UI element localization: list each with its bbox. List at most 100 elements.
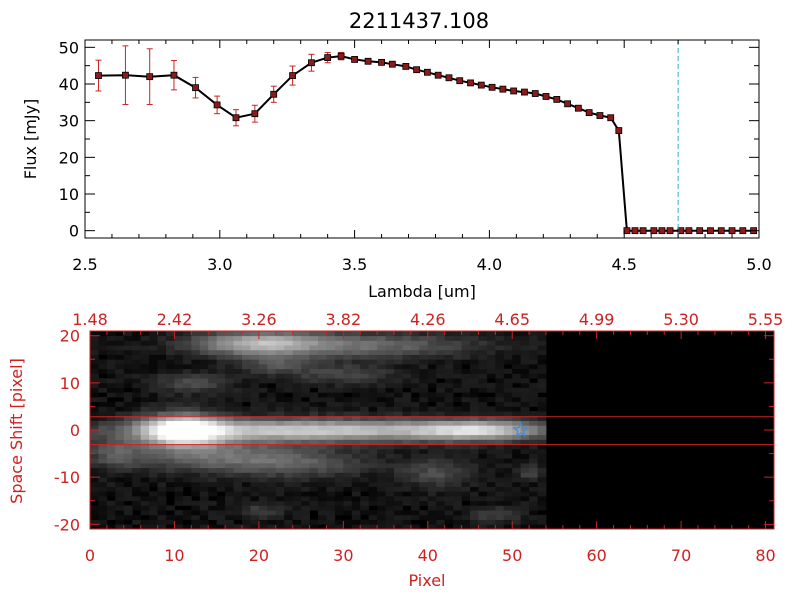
image-pixel	[427, 496, 437, 502]
image-pixel	[334, 496, 344, 502]
image-pixel	[301, 359, 310, 365]
image-pixel	[503, 420, 513, 426]
image-pixel	[216, 519, 226, 525]
image-pixel	[250, 364, 260, 370]
image-pixel	[326, 486, 336, 492]
image-pixel	[343, 477, 353, 483]
image-pixel	[123, 401, 133, 407]
image-pixel	[157, 477, 167, 483]
data-point	[146, 73, 154, 81]
image-pixel	[191, 463, 201, 469]
image-pixel	[461, 373, 471, 379]
image-pixel	[157, 448, 167, 454]
image-pixel	[470, 458, 479, 464]
image-pixel	[267, 481, 277, 487]
data-point	[739, 227, 747, 235]
image-pixel	[495, 505, 505, 511]
image-pixel	[470, 359, 479, 365]
image-pixel	[453, 340, 462, 346]
image-pixel	[292, 505, 302, 511]
image-pixel	[461, 415, 471, 421]
image-pixel	[318, 505, 327, 511]
image-pixel	[292, 340, 302, 346]
image-pixel	[258, 368, 268, 374]
image-pixel	[292, 524, 302, 530]
image-pixel	[360, 444, 370, 450]
star-marker	[512, 421, 529, 438]
image-pixel	[537, 378, 547, 384]
image-pixel	[410, 439, 420, 445]
image-pixel	[157, 425, 167, 431]
image-pixel	[334, 392, 344, 398]
image-pixel	[191, 425, 201, 431]
image-pixel	[258, 472, 268, 478]
image-pixel	[394, 420, 403, 426]
image-pixel	[326, 444, 336, 450]
image-pixel	[394, 486, 403, 492]
image-pixel	[318, 335, 327, 341]
image-pixel	[377, 373, 386, 379]
image-pixel	[149, 425, 158, 431]
image-pixel	[275, 519, 285, 525]
image-pixel	[495, 458, 505, 464]
image-pixel	[233, 444, 243, 450]
image-pixel	[98, 406, 108, 412]
image-pixel	[98, 378, 108, 384]
image-pixel	[225, 387, 234, 393]
image-pixel	[351, 481, 361, 487]
image-pixel	[503, 401, 513, 407]
image-pixel	[157, 415, 167, 421]
image-pixel	[385, 368, 395, 374]
image-pixel	[512, 463, 522, 469]
image-pixel	[115, 467, 125, 473]
image-pixel	[402, 491, 412, 497]
image-pixel	[385, 524, 395, 530]
image-pixel	[258, 364, 268, 370]
image-pixel	[199, 368, 209, 374]
image-pixel	[453, 364, 462, 370]
image-pixel	[343, 335, 353, 341]
image-pixel	[360, 486, 370, 492]
image-pixel	[309, 411, 319, 417]
image-pixel	[537, 349, 547, 355]
image-pixel	[199, 411, 209, 417]
image-pixel	[199, 425, 209, 431]
image-pixel	[208, 401, 218, 407]
image-pixel	[495, 368, 505, 374]
image-pixel	[478, 514, 488, 520]
image-pixel	[292, 345, 302, 351]
image-pixel	[157, 453, 167, 459]
image-pixel	[284, 378, 294, 384]
image-pixel	[267, 430, 277, 436]
image-pixel	[410, 491, 420, 497]
image-pixel	[284, 448, 294, 454]
image-pixel	[115, 491, 125, 497]
image-pixel	[520, 335, 530, 341]
image-pixel	[529, 415, 538, 421]
image-pixel	[486, 500, 496, 506]
image-pixel	[106, 401, 116, 407]
image-pixel	[520, 453, 530, 459]
image-pixel	[140, 510, 150, 516]
image-pixel	[486, 472, 496, 478]
image-pixel	[436, 364, 446, 370]
image-pixel	[166, 458, 175, 464]
image-pixel	[343, 359, 353, 365]
image-pixel	[191, 359, 201, 365]
image-pixel	[503, 373, 513, 379]
image-pixel	[166, 430, 175, 436]
image-pixel	[174, 477, 184, 483]
image-pixel	[292, 359, 302, 365]
image-pixel	[233, 434, 243, 440]
image-pixel	[199, 472, 209, 478]
image-pixel	[326, 510, 336, 516]
image-pixel	[174, 458, 184, 464]
image-pixel	[419, 481, 429, 487]
image-pixel	[444, 364, 454, 370]
image-pixel	[453, 458, 462, 464]
image-pixel	[360, 387, 370, 393]
data-point	[574, 104, 582, 112]
image-pixel	[90, 439, 99, 445]
image-pixel	[368, 345, 378, 351]
image-pixel	[402, 335, 412, 341]
